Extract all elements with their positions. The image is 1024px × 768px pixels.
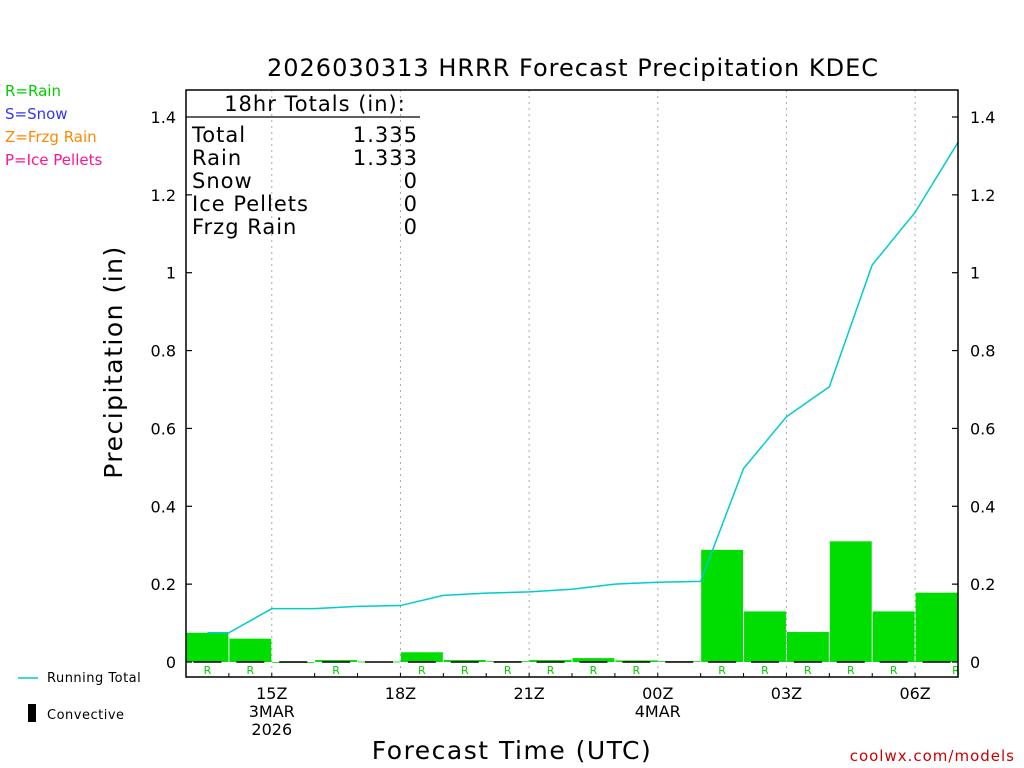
totals-row-label: Total [191, 123, 246, 147]
y-tick-label-left: 1.4 [151, 108, 176, 127]
ptype-marker: R [547, 664, 555, 677]
convective-legend-swatch [28, 704, 36, 722]
totals-rows: Total 1.335 Rain 1.333 Snow 0 Ice Pellets 0 Frzg… [191, 123, 418, 239]
ptype-legend-item: S=Snow [5, 105, 68, 123]
ptype-marker: R [590, 664, 598, 677]
ptype-marker: R [332, 664, 340, 677]
precip-bar [229, 638, 272, 662]
precip-bar [872, 611, 915, 662]
precip-bar [529, 660, 572, 662]
totals-row-value: 0 [404, 192, 418, 216]
x-tick-label: 21Z [513, 684, 544, 703]
y-axis-title: Precipitation (in) [99, 245, 128, 479]
vertical-grid [271, 90, 916, 677]
ptype-legend: R=Rain S=Snow Z=Frzg Rain P=Ice Pellets [5, 82, 102, 169]
ptype-marker: R [890, 664, 898, 677]
ptype-marker: R [418, 664, 426, 677]
precip-bar [400, 652, 443, 662]
ptype-marker: R [761, 664, 769, 677]
y-axis-left-labels: 0 0.2 0.4 0.6 0.8 1 1.2 1.4 [151, 108, 176, 672]
x-tick-label: 03Z [771, 684, 802, 703]
precip-bar [315, 660, 358, 662]
precip-bar [915, 592, 958, 662]
series-legend: Running Total Convective [18, 671, 141, 723]
y-tick-label-left: 0.2 [151, 575, 176, 594]
totals-header: 18hr Totals (in): [224, 92, 406, 116]
x-tick-label: 18Z [385, 684, 416, 703]
y-tick-label-left: 1.2 [151, 186, 176, 205]
chart-title: 2026030313 HRRR Forecast Precipitation K… [267, 54, 879, 82]
y-tick-label-left: 1 [166, 264, 176, 283]
y-tick-label-right: 1.2 [970, 186, 995, 205]
x-tick-label: 15Z [256, 684, 287, 703]
x-tick-label: 3MAR [249, 702, 295, 721]
totals-row-value: 0 [404, 169, 418, 193]
ptype-marker: R [952, 664, 960, 677]
ptype-legend-item: P=Ice Pellets [5, 151, 102, 169]
y-tick-label-left: 0 [166, 653, 176, 672]
hourly-precip-bars [186, 541, 958, 663]
precip-bar [744, 611, 786, 662]
precip-bar [572, 658, 615, 662]
precip-bar [701, 549, 744, 662]
credit-text: coolwx.com/models [850, 747, 1015, 765]
y-tick-label-right: 0.6 [970, 419, 995, 438]
y-tick-label-right: 0 [970, 653, 980, 672]
ptype-marker: R [461, 664, 469, 677]
totals-row-label: Frzg Rain [192, 215, 297, 239]
ptype-marker: R [804, 664, 812, 677]
ptype-marker: R [633, 664, 641, 677]
axis-ticks [185, 116, 959, 677]
totals-row-value: 0 [404, 215, 418, 239]
totals-row-label: Rain [192, 146, 242, 170]
precip-bar [786, 632, 829, 662]
x-tick-label: 2026 [251, 720, 292, 739]
totals-box: 18hr Totals (in): Total 1.335 Rain 1.333 Sno… [191, 92, 420, 239]
x-axis-title: Forecast Time (UTC) [372, 736, 652, 765]
ptype-marker: R [504, 664, 512, 677]
y-axis-right-labels: 0 0.2 0.4 0.6 0.8 1 1.2 1.4 [970, 108, 995, 672]
x-tick-label: 00Z [642, 684, 673, 703]
totals-row-value: 1.335 [353, 123, 418, 147]
y-tick-label-right: 0.4 [970, 497, 995, 516]
ptype-marker: R [247, 664, 255, 677]
y-tick-label-right: 1 [970, 264, 980, 283]
y-tick-label-left: 0.6 [151, 419, 176, 438]
x-tick-label: 4MAR [635, 702, 681, 721]
y-tick-label-right: 0.2 [970, 575, 995, 594]
totals-row-label: Snow [192, 169, 253, 193]
convective-legend-label: Convective [47, 708, 125, 723]
totals-row-label: Ice Pellets [192, 192, 309, 216]
running-total-legend-label: Running Total [47, 671, 141, 686]
y-tick-label-right: 0.8 [970, 342, 995, 361]
precip-bar [615, 660, 658, 662]
precip-bar [186, 632, 229, 662]
y-tick-label-right: 1.4 [970, 108, 995, 127]
ptype-legend-item: Z=Frzg Rain [5, 128, 97, 146]
x-tick-label: 06Z [899, 684, 930, 703]
totals-row-value: 1.333 [353, 146, 418, 170]
running-total-line [207, 141, 959, 634]
ptype-marker: R [204, 664, 212, 677]
ptype-marker: R [718, 664, 726, 677]
precip-bar [443, 660, 486, 662]
precip-bar [829, 541, 872, 662]
ptype-legend-item: R=Rain [5, 82, 61, 100]
y-tick-label-left: 0.8 [151, 342, 176, 361]
y-tick-label-left: 0.4 [151, 497, 176, 516]
ptype-marker: R [847, 664, 855, 677]
